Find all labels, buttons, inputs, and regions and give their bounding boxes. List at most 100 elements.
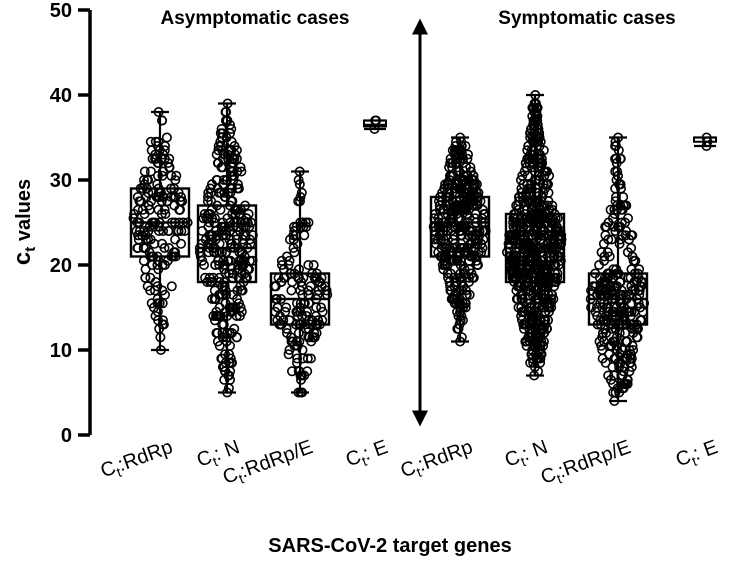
data-point	[448, 234, 459, 245]
group-separator	[412, 18, 428, 427]
x-tick-label: Ct:RdRp	[98, 436, 177, 485]
data-point	[284, 344, 295, 355]
data-point	[544, 259, 555, 270]
data-point	[445, 158, 456, 169]
data-point	[620, 200, 631, 211]
data-point	[523, 153, 534, 164]
data-point	[170, 192, 181, 203]
data-point	[457, 315, 468, 326]
y-tick-label: 50	[50, 0, 72, 22]
group-label-asymptomatic: Asymptomatic cases	[160, 8, 349, 29]
data-point	[614, 238, 625, 249]
data-point	[286, 285, 297, 296]
x-tick-label: Ct: E	[343, 436, 392, 474]
data-point	[539, 327, 550, 338]
data-point	[551, 221, 562, 232]
data-point	[293, 175, 304, 186]
data-point	[528, 357, 539, 368]
data-point	[283, 349, 294, 360]
data-point	[308, 259, 319, 270]
data-point	[224, 268, 235, 279]
data-point	[214, 302, 225, 313]
data-point	[604, 251, 615, 262]
data-point	[540, 259, 551, 270]
data-point	[139, 175, 150, 186]
data-point	[139, 209, 150, 220]
data-point	[133, 234, 144, 245]
data-point	[303, 259, 314, 270]
data-point	[170, 175, 181, 186]
data-point	[209, 217, 220, 228]
data-point	[540, 315, 551, 326]
data-point	[210, 234, 221, 245]
data-point	[174, 204, 185, 215]
arrowhead-down	[412, 410, 428, 427]
data-point	[606, 234, 617, 245]
data-point	[622, 336, 633, 347]
data-point	[176, 238, 187, 249]
data-point	[524, 158, 535, 169]
data-point	[516, 310, 527, 321]
box-iqr	[429, 195, 491, 258]
data-point	[518, 255, 529, 266]
data-point	[449, 183, 460, 194]
boxes-layer	[129, 93, 717, 403]
data-point	[161, 132, 172, 143]
data-point	[456, 243, 467, 254]
data-point	[303, 217, 314, 228]
data-point	[621, 226, 632, 237]
data-point	[597, 302, 608, 313]
data-point	[157, 115, 168, 126]
data-point	[139, 226, 150, 237]
data-point	[535, 234, 546, 245]
data-point	[508, 255, 519, 266]
data-point	[616, 302, 627, 313]
data-point	[546, 302, 557, 313]
data-point	[594, 285, 605, 296]
data-point	[214, 259, 225, 270]
data-point	[527, 132, 538, 143]
data-point	[439, 243, 450, 254]
data-point	[605, 374, 616, 385]
data-point	[518, 323, 529, 334]
data-point	[242, 217, 253, 228]
data-point	[512, 293, 523, 304]
data-point	[285, 332, 296, 343]
data-point	[139, 166, 150, 177]
data-point	[536, 289, 547, 300]
data-point	[237, 285, 248, 296]
data-point	[227, 268, 238, 279]
y-tick-label: 30	[50, 170, 72, 192]
data-point	[446, 285, 457, 296]
data-point	[231, 145, 242, 156]
data-point	[511, 230, 522, 241]
data-point	[445, 281, 456, 292]
data-point	[140, 243, 151, 254]
data-point	[535, 136, 546, 147]
data-point	[157, 315, 168, 326]
data-point	[465, 162, 476, 173]
data-point	[556, 234, 567, 245]
y-tick-label: 10	[50, 340, 72, 362]
data-point	[532, 298, 543, 309]
data-point	[456, 141, 467, 152]
data-point	[152, 293, 163, 304]
data-point	[272, 302, 283, 313]
data-point	[153, 315, 164, 326]
data-point	[628, 255, 639, 266]
data-point	[610, 153, 621, 164]
data-point	[160, 209, 171, 220]
data-point	[244, 264, 255, 275]
x-tick-label: Ct: E	[673, 436, 722, 474]
box-iqr	[196, 204, 258, 284]
data-point	[286, 366, 297, 377]
data-point	[152, 298, 163, 309]
data-point	[147, 153, 158, 164]
data-point	[292, 353, 303, 364]
box-iqr	[363, 119, 387, 128]
data-point	[140, 272, 151, 283]
data-point	[171, 170, 182, 181]
data-point	[229, 323, 240, 334]
data-point	[606, 310, 617, 321]
